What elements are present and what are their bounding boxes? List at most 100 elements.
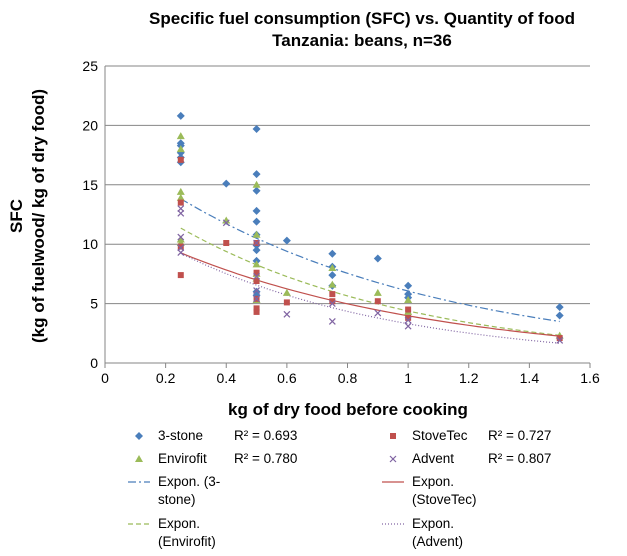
data-point xyxy=(252,260,261,268)
x-marker-stroke xyxy=(404,322,412,330)
legend-label: (StoveTec) xyxy=(412,492,477,507)
data-point xyxy=(374,309,382,317)
legend-symbol xyxy=(390,433,396,439)
legend-symbol xyxy=(135,432,143,440)
legend-r2: R² = 0.807 xyxy=(488,451,551,466)
data-point xyxy=(555,311,564,320)
data-point xyxy=(252,246,261,255)
y-axis-label-line2: (kg of fuelwood/ kg of dry food) xyxy=(29,89,48,343)
data-point xyxy=(223,240,230,247)
legend: 3-stone R² = 0.693 StoveTec R² = 0.727 Envir… xyxy=(128,428,551,549)
data-point xyxy=(252,170,261,179)
data-point xyxy=(176,193,185,201)
data-point xyxy=(253,287,260,294)
x-marker-stroke xyxy=(389,455,397,463)
x-marker-stroke xyxy=(556,337,564,344)
legend-r2: R² = 0.780 xyxy=(234,451,297,466)
legend-label: Envirofit xyxy=(158,451,207,466)
data-point xyxy=(177,156,184,163)
data-point xyxy=(253,308,260,315)
x-tick-label: 0.6 xyxy=(277,370,297,386)
x-marker-stroke xyxy=(177,249,185,256)
x-marker-stroke xyxy=(253,295,260,303)
legend-label: (Advent) xyxy=(412,534,463,549)
x-marker-stroke xyxy=(222,219,230,227)
data-point xyxy=(405,314,412,321)
data-point xyxy=(252,217,261,226)
data-point xyxy=(329,291,336,298)
x-tick-label: 0 xyxy=(101,370,109,386)
legend-label: 3-stone xyxy=(158,428,203,443)
x-tick-label: 0.2 xyxy=(156,370,176,386)
data-point xyxy=(373,288,382,296)
data-point xyxy=(328,249,337,258)
data-point xyxy=(252,180,261,188)
data-point xyxy=(373,254,382,263)
x-marker-stroke xyxy=(253,239,260,247)
data-point xyxy=(253,269,260,276)
chart-title: Specific fuel consumption (SFC) vs. Quan… xyxy=(149,9,575,28)
x-marker-stroke xyxy=(253,287,260,294)
data-point xyxy=(252,230,261,238)
data-point xyxy=(328,317,336,325)
legend-label: Expon. xyxy=(158,516,200,531)
data-point xyxy=(556,337,564,344)
data-point xyxy=(253,278,260,285)
data-point xyxy=(222,219,230,227)
data-point xyxy=(404,296,413,304)
x-marker-stroke xyxy=(328,317,336,325)
legend-r2: R² = 0.727 xyxy=(488,428,551,443)
x-marker-stroke xyxy=(283,310,291,318)
data-point xyxy=(177,209,185,217)
data-point xyxy=(177,233,185,241)
data-point xyxy=(253,305,260,312)
y-tick-label: 20 xyxy=(82,117,98,133)
data-point xyxy=(282,236,291,245)
data-point xyxy=(329,298,336,305)
data-point xyxy=(176,187,185,195)
data-point xyxy=(176,132,185,140)
data-point xyxy=(253,295,260,303)
legend-label: stone) xyxy=(158,492,196,507)
legend-label: StoveTec xyxy=(412,428,468,443)
data-point xyxy=(405,306,412,313)
y-tick-label: 5 xyxy=(90,296,98,312)
data-point xyxy=(404,281,413,290)
y-tick-label: 25 xyxy=(82,58,98,74)
data-point xyxy=(328,300,336,308)
x-marker-stroke xyxy=(177,209,185,217)
x-tick-label: 1 xyxy=(404,370,412,386)
x-marker-stroke xyxy=(253,272,260,280)
data-point xyxy=(328,271,337,280)
x-marker-stroke xyxy=(328,300,336,308)
data-point xyxy=(176,235,185,243)
x-marker-stroke xyxy=(374,309,382,317)
data-point xyxy=(282,288,291,296)
data-point xyxy=(404,316,412,324)
data-point xyxy=(177,249,185,256)
trendline xyxy=(180,252,560,337)
data-point xyxy=(176,139,185,148)
chart-subtitle: Tanzania: beans, n=36 xyxy=(272,31,452,50)
data-point xyxy=(177,272,184,279)
data-point xyxy=(222,179,231,188)
legend-label: (Envirofit) xyxy=(158,534,216,549)
data-point xyxy=(374,298,381,305)
trendline xyxy=(180,227,560,336)
legend-symbol xyxy=(135,455,143,462)
data-point xyxy=(328,263,337,271)
data-point xyxy=(283,299,290,306)
data-point xyxy=(555,303,564,312)
legend-symbol xyxy=(389,455,397,463)
data-point xyxy=(404,322,412,330)
plot-area: 0 5 10 15 20 25 0 0.2 0.4 0.6 0.8 1 1.2 1.4 1.6 xyxy=(82,58,600,386)
x-marker-stroke xyxy=(404,316,412,324)
y-axis-label-line1: SFC xyxy=(7,199,26,233)
x-marker-stroke xyxy=(177,233,185,241)
x-tick-label: 0.4 xyxy=(217,370,237,386)
data-point xyxy=(252,124,261,133)
x-tick-label: 1.4 xyxy=(520,370,540,386)
x-tick-label: 1.2 xyxy=(459,370,479,386)
data-point xyxy=(176,145,185,153)
